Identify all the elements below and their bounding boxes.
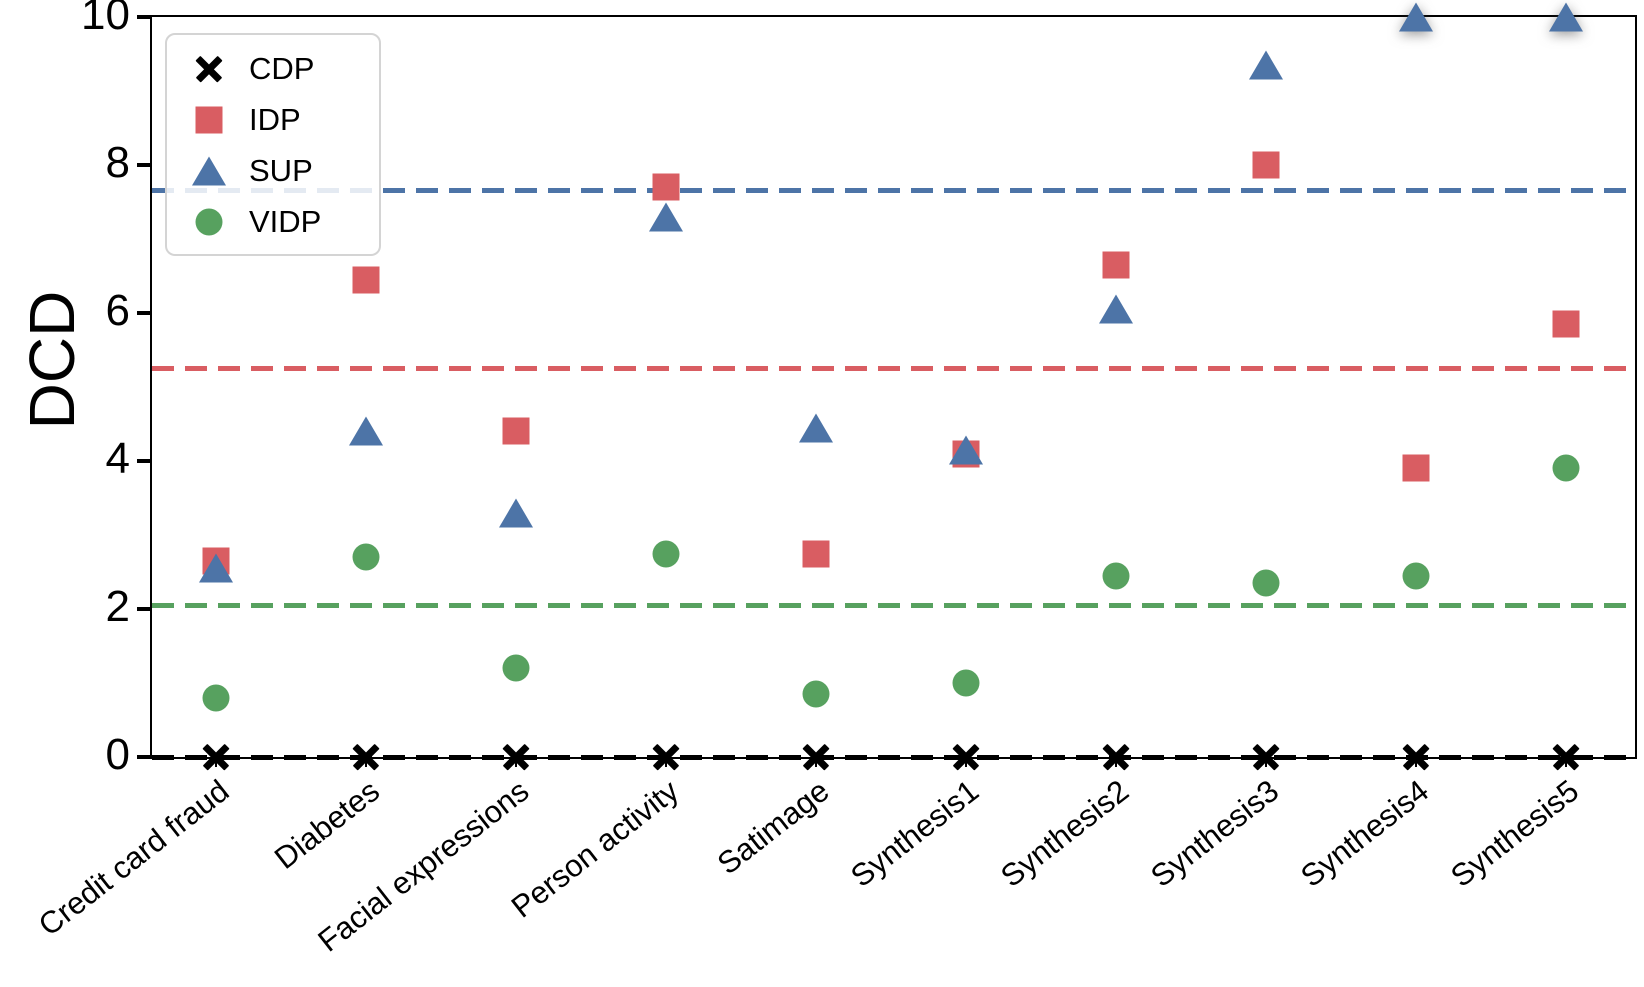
point-idp-9 [1552,310,1580,338]
mean-line-sup [152,188,1635,194]
point-sup-3 [649,202,683,232]
legend-idp-marker-icon [195,106,223,134]
legend-sup-marker-icon [192,156,226,186]
point-sup-8 [1399,2,1433,32]
y-tick-mark [137,607,150,611]
point-vidp-3 [652,540,680,567]
point-sup-0 [199,553,233,583]
point-sup-9 [1549,2,1583,32]
y-tick-label: 6 [105,286,130,335]
legend: CDP IDP SUP VIDP [165,33,381,256]
point-idp-6 [1102,251,1130,279]
x-tick-label-text: Synthesis3 [1144,773,1286,894]
point-idp-1 [352,266,380,294]
point-sup-4 [799,413,833,443]
plot-area [137,2,1637,767]
mean-line-cdp [152,754,1635,760]
point-cdp-4 [801,742,831,772]
point-idp-8 [1402,454,1430,482]
point-vidp-8 [1402,562,1430,590]
point-vidp-4 [802,680,830,708]
y-tick-label: 4 [105,434,130,483]
y-tick-mark [137,311,150,315]
legend-label: IDP [249,102,301,137]
point-sup-1 [349,416,383,446]
x-tick-label-text: Credit card fraud [32,773,236,943]
point-idp-7 [1252,151,1280,179]
legend-label: CDP [249,51,315,86]
point-cdp-5 [951,742,981,772]
point-idp-4 [802,540,830,567]
point-sup-2 [499,498,533,528]
point-cdp-2 [501,742,531,772]
y-tick-label: 10 [81,0,130,39]
point-vidp-5 [952,669,980,697]
point-idp-2 [502,417,530,445]
y-tick-mark [137,459,150,463]
y-tick-mark [137,755,150,759]
y-tick-label: 2 [105,582,130,631]
y-tick-label: 0 [105,730,130,779]
point-idp-3 [652,173,680,201]
legend-marker-square-icon [177,102,241,138]
x-tick-label-text: Synthesis1 [844,773,986,894]
legend-marker-x-icon [177,51,241,87]
y-tick-mark [137,15,150,19]
legend-marker-triangle-up-icon [177,153,241,189]
point-vidp-7 [1252,569,1280,597]
point-cdp-6 [1101,742,1131,772]
point-cdp-3 [651,742,681,772]
legend-item-cdp: CDP [177,51,369,87]
point-vidp-0 [202,684,230,712]
point-vidp-6 [1102,562,1130,590]
mean-line-idp [152,366,1635,371]
legend-label: SUP [249,153,313,188]
point-vidp-9 [1552,454,1580,482]
point-sup-5 [949,435,983,465]
point-sup-7 [1249,50,1283,80]
legend-item-vidp: VIDP [177,204,369,240]
point-cdp-9 [1551,742,1581,772]
legend-vidp-marker-icon [195,208,223,236]
y-tick-mark [137,163,150,167]
x-tick-label-text: Synthesis2 [994,773,1136,894]
point-cdp-8 [1401,742,1431,772]
legend-marker-circle-icon [177,204,241,240]
x-tick-label-text: Satimage [710,773,836,882]
legend-label: VIDP [249,204,322,239]
x-tick-label-text: Synthesis4 [1294,773,1436,894]
x-tick-label-text: Synthesis5 [1444,773,1586,894]
point-cdp-0 [201,742,231,772]
point-sup-6 [1099,294,1133,324]
point-cdp-1 [351,742,381,772]
legend-item-idp: IDP [177,102,369,138]
x-tick-label-text: Diabetes [267,773,386,876]
legend-item-sup: SUP [177,153,369,189]
y-tick-label: 8 [105,138,130,187]
point-vidp-2 [502,654,530,682]
point-cdp-7 [1251,742,1281,772]
mean-line-vidp [152,602,1635,608]
legend-cdp-marker-icon [194,54,224,84]
point-vidp-1 [352,543,380,571]
